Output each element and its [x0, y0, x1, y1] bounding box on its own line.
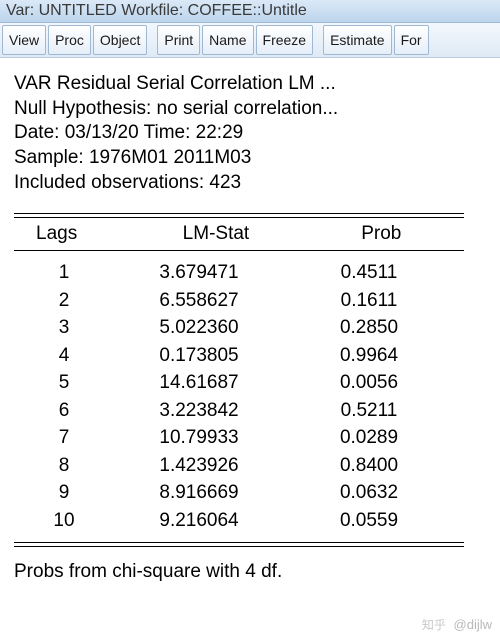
toolbar-separator — [315, 25, 321, 55]
table-top-rule — [14, 213, 464, 218]
col-header-prob: Prob — [299, 220, 464, 248]
cell-lm-stat: 14.61687 — [114, 369, 284, 397]
report-title: VAR Residual Serial Correlation LM ... — [14, 72, 486, 97]
cell-lag: 9 — [14, 479, 114, 507]
cell-lm-stat: 0.173805 — [114, 342, 284, 370]
window-title: Var: UNTITLED Workfile: COFFEE::Untitle — [6, 2, 307, 19]
cell-lm-stat: 3.679471 — [114, 259, 284, 287]
included-obs: Included observations: 423 — [14, 171, 486, 196]
table-row: 98.9166690.0632 — [14, 479, 464, 507]
view-button[interactable]: View — [2, 25, 46, 55]
cell-lm-stat: 9.216064 — [114, 507, 284, 535]
output-panel: VAR Residual Serial Correlation LM ... N… — [0, 58, 500, 583]
cell-lag: 1 — [14, 259, 114, 287]
cell-lag: 8 — [14, 452, 114, 480]
print-button[interactable]: Print — [157, 25, 200, 55]
col-header-lags: Lags — [14, 220, 133, 248]
table-row: 26.5586270.1611 — [14, 287, 464, 315]
cell-lm-stat: 8.916669 — [114, 479, 284, 507]
cell-lag: 2 — [14, 287, 114, 315]
table-row: 63.2238420.5211 — [14, 397, 464, 425]
cell-lag: 6 — [14, 397, 114, 425]
cell-lm-stat: 1.423926 — [114, 452, 284, 480]
sample-line: Sample: 1976M01 2011M03 — [14, 146, 486, 171]
watermark-handle: @dijlw — [454, 617, 492, 632]
cell-lag: 5 — [14, 369, 114, 397]
cell-prob: 0.0289 — [284, 424, 454, 452]
col-header-lm: LM-Stat — [133, 220, 298, 248]
proc-button[interactable]: Proc — [48, 25, 91, 55]
cell-lm-stat: 10.79933 — [114, 424, 284, 452]
table-row: 40.1738050.9964 — [14, 342, 464, 370]
cell-lag: 4 — [14, 342, 114, 370]
cell-prob: 0.5211 — [284, 397, 454, 425]
footer-note: Probs from chi-square with 4 df. — [14, 561, 486, 583]
table-header-rule — [14, 250, 464, 251]
cell-prob: 0.0632 — [284, 479, 454, 507]
watermark-logo: 知乎 — [422, 618, 446, 632]
results-table: Lags LM-Stat Prob 13.6794710.451126.5586… — [14, 213, 464, 547]
forecast-button[interactable]: For — [394, 25, 429, 55]
cell-lm-stat: 6.558627 — [114, 287, 284, 315]
table-row: 710.799330.0289 — [14, 424, 464, 452]
table-row: 81.4239260.8400 — [14, 452, 464, 480]
table-row: 13.6794710.4511 — [14, 259, 464, 287]
cell-lag: 7 — [14, 424, 114, 452]
name-button[interactable]: Name — [202, 25, 253, 55]
cell-prob: 0.2850 — [284, 314, 454, 342]
cell-prob: 0.4511 — [284, 259, 454, 287]
toolbar-separator — [149, 25, 155, 55]
estimate-button[interactable]: Estimate — [323, 25, 391, 55]
object-button[interactable]: Object — [93, 25, 147, 55]
table-row: 514.616870.0056 — [14, 369, 464, 397]
freeze-button[interactable]: Freeze — [256, 25, 314, 55]
table-row: 109.2160640.0559 — [14, 507, 464, 535]
cell-prob: 0.9964 — [284, 342, 454, 370]
window-titlebar: Var: UNTITLED Workfile: COFFEE::Untitle — [0, 0, 500, 23]
cell-lm-stat: 5.022360 — [114, 314, 284, 342]
cell-lm-stat: 3.223842 — [114, 397, 284, 425]
cell-prob: 0.8400 — [284, 452, 454, 480]
cell-lag: 3 — [14, 314, 114, 342]
toolbar: View Proc Object Print Name Freeze Estim… — [0, 23, 500, 58]
cell-lag: 10 — [14, 507, 114, 535]
table-bottom-rule — [14, 542, 464, 547]
cell-prob: 0.0056 — [284, 369, 454, 397]
table-header-row: Lags LM-Stat Prob — [14, 220, 464, 248]
table-row: 35.0223600.2850 — [14, 314, 464, 342]
cell-prob: 0.1611 — [284, 287, 454, 315]
watermark: 知乎 @dijlw — [422, 616, 492, 633]
date-time: Date: 03/13/20 Time: 22:29 — [14, 121, 486, 146]
null-hypothesis: Null Hypothesis: no serial correlation..… — [14, 97, 486, 122]
cell-prob: 0.0559 — [284, 507, 454, 535]
